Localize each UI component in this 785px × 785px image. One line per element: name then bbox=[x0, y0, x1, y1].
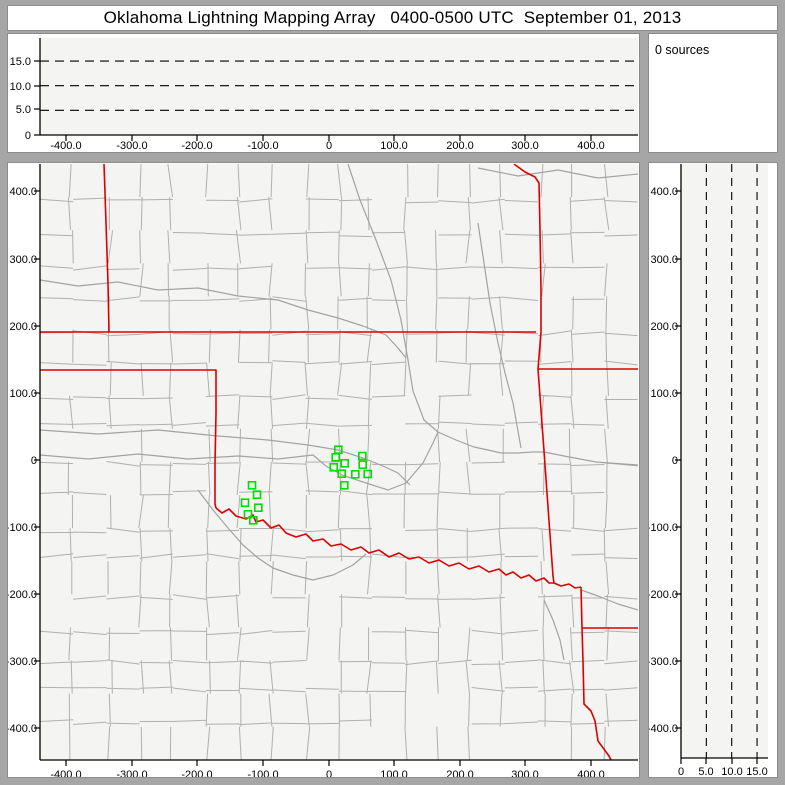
tick-label: 300.0 bbox=[511, 140, 539, 152]
tick-label: -400.0 bbox=[649, 723, 678, 735]
river-washita bbox=[197, 489, 367, 581]
axis-ticks: -400.0 -300.0 -200.0 -100.0 0 100.0 200.0 300.0… bbox=[8, 186, 605, 777]
tick-label: 400.0 bbox=[9, 186, 37, 198]
lma-station-marker bbox=[357, 451, 367, 461]
tick-label: 10.0 bbox=[10, 81, 31, 93]
tick-label: 300.0 bbox=[650, 254, 678, 266]
plan-view-map-panel: -400.0 -300.0 -200.0 -100.0 0 100.0 200.0 300.0… bbox=[7, 162, 640, 778]
tick-label: -300.0 bbox=[649, 656, 678, 668]
source-count-label: 0 sources bbox=[655, 43, 710, 57]
altitude-ew-plot: -400.0 -300.0 -200.0 -100.0 0 100.0 200.0 300.0… bbox=[10, 38, 638, 152]
tick-label: 0 bbox=[326, 140, 332, 152]
state-border-ks-mo bbox=[513, 164, 542, 370]
tick-label: -200.0 bbox=[181, 769, 212, 777]
tick-label: 0 bbox=[326, 769, 332, 777]
tick-label: 15.0 bbox=[746, 766, 767, 777]
tick-label: 100.0 bbox=[380, 140, 408, 152]
altitude-gridlines bbox=[40, 60, 638, 111]
tick-label: -200.0 bbox=[649, 589, 678, 601]
lma-station-marker bbox=[339, 480, 349, 490]
lma-station-marker bbox=[240, 498, 250, 508]
tick-label: -400.0 bbox=[50, 140, 81, 152]
tick-label: -100.0 bbox=[8, 522, 37, 534]
tick-label: -100.0 bbox=[247, 769, 278, 777]
source-count-panel: 0 sources bbox=[648, 33, 778, 153]
tick-label: 200.0 bbox=[446, 140, 474, 152]
tick-label: -300.0 bbox=[116, 769, 147, 777]
river-north bbox=[477, 167, 638, 179]
lma-station-marker bbox=[331, 452, 341, 462]
river-north-canadian bbox=[40, 429, 411, 486]
plan-view-map: -400.0 -300.0 -200.0 -100.0 0 100.0 200.0 300.0… bbox=[8, 164, 638, 777]
tick-label: 200.0 bbox=[650, 321, 678, 333]
tick-label: 5.0 bbox=[698, 766, 713, 777]
tick-label: 100.0 bbox=[380, 769, 408, 777]
tick-label: 0 bbox=[31, 455, 37, 467]
tick-label: 0 bbox=[672, 455, 678, 467]
tick-label: 15.0 bbox=[10, 56, 31, 68]
tick-label: 5.0 bbox=[16, 104, 31, 116]
tick-label: -200.0 bbox=[181, 140, 212, 152]
tick-label: 0 bbox=[25, 130, 31, 142]
lma-station-marker bbox=[247, 480, 257, 490]
tick-label: -400.0 bbox=[8, 723, 37, 735]
altitude-gridlines bbox=[705, 164, 758, 758]
tick-label: 400.0 bbox=[650, 186, 678, 198]
tick-label: -400.0 bbox=[50, 769, 81, 777]
lma-station-marker bbox=[243, 509, 253, 519]
altitude-ns-plot: 400.0 300.0 200.0 100.0 0 -100.0 -200.0 -300.0 -… bbox=[649, 164, 768, 777]
river-canadian bbox=[40, 431, 439, 491]
river-neosho bbox=[477, 222, 522, 449]
tick-label: -300.0 bbox=[8, 656, 37, 668]
altitude-ew-plot-area[interactable] bbox=[40, 38, 638, 135]
tick-label: 200.0 bbox=[9, 321, 37, 333]
tick-label: -300.0 bbox=[116, 140, 147, 152]
lma-station-marker bbox=[254, 503, 263, 513]
tick-label: 400.0 bbox=[577, 769, 605, 777]
altitude-ns-panel: 400.0 300.0 200.0 100.0 0 -100.0 -200.0 -300.0 -… bbox=[648, 162, 778, 778]
lma-station-marker bbox=[340, 458, 350, 468]
state-border-co-ks bbox=[103, 164, 110, 333]
tick-label: 100.0 bbox=[9, 388, 37, 400]
tick-label: 0 bbox=[678, 766, 684, 777]
state-border-red-river bbox=[215, 507, 582, 589]
state-border-tx-ar-la bbox=[580, 586, 612, 760]
tick-label: 10.0 bbox=[721, 766, 742, 777]
tick-label: -200.0 bbox=[8, 589, 37, 601]
axis-ticks: -400.0 -300.0 -200.0 -100.0 0 100.0 200.0 300.0… bbox=[10, 56, 605, 152]
tick-label: -100.0 bbox=[247, 140, 278, 152]
lma-station-marker bbox=[249, 515, 258, 525]
river-sulphur bbox=[543, 599, 565, 661]
lma-station-marker bbox=[252, 490, 262, 500]
tick-label: 200.0 bbox=[446, 769, 474, 777]
tick-label: 300.0 bbox=[9, 254, 37, 266]
lma-stations-layer bbox=[240, 445, 373, 525]
state-borders-layer bbox=[40, 164, 638, 760]
lma-station-marker bbox=[337, 469, 347, 479]
state-border-ok-ar bbox=[537, 368, 555, 584]
lma-station-marker bbox=[363, 469, 373, 479]
axis-ticks: 400.0 300.0 200.0 100.0 0 -100.0 -200.0 -300.0 -… bbox=[649, 186, 768, 777]
river-cimarron bbox=[40, 279, 407, 359]
altitude-ns-plot-area[interactable] bbox=[681, 164, 768, 758]
lma-station-marker bbox=[350, 469, 360, 479]
lma-station-marker bbox=[329, 462, 339, 472]
tick-label: 300.0 bbox=[511, 769, 539, 777]
lma-station-marker bbox=[358, 460, 368, 470]
tick-label: -100.0 bbox=[649, 522, 678, 534]
altitude-ew-panel: -400.0 -300.0 -200.0 -100.0 0 100.0 200.0 300.0… bbox=[7, 33, 640, 153]
tick-label: 400.0 bbox=[577, 140, 605, 152]
window-title: Oklahoma Lightning Mapping Array 0400-05… bbox=[103, 8, 682, 27]
river-red-east bbox=[580, 589, 638, 611]
state-border-tx-ok-panhandle bbox=[40, 369, 217, 509]
tick-label: 100.0 bbox=[650, 388, 678, 400]
title-bar: Oklahoma Lightning Mapping Array 0400-05… bbox=[7, 5, 778, 31]
